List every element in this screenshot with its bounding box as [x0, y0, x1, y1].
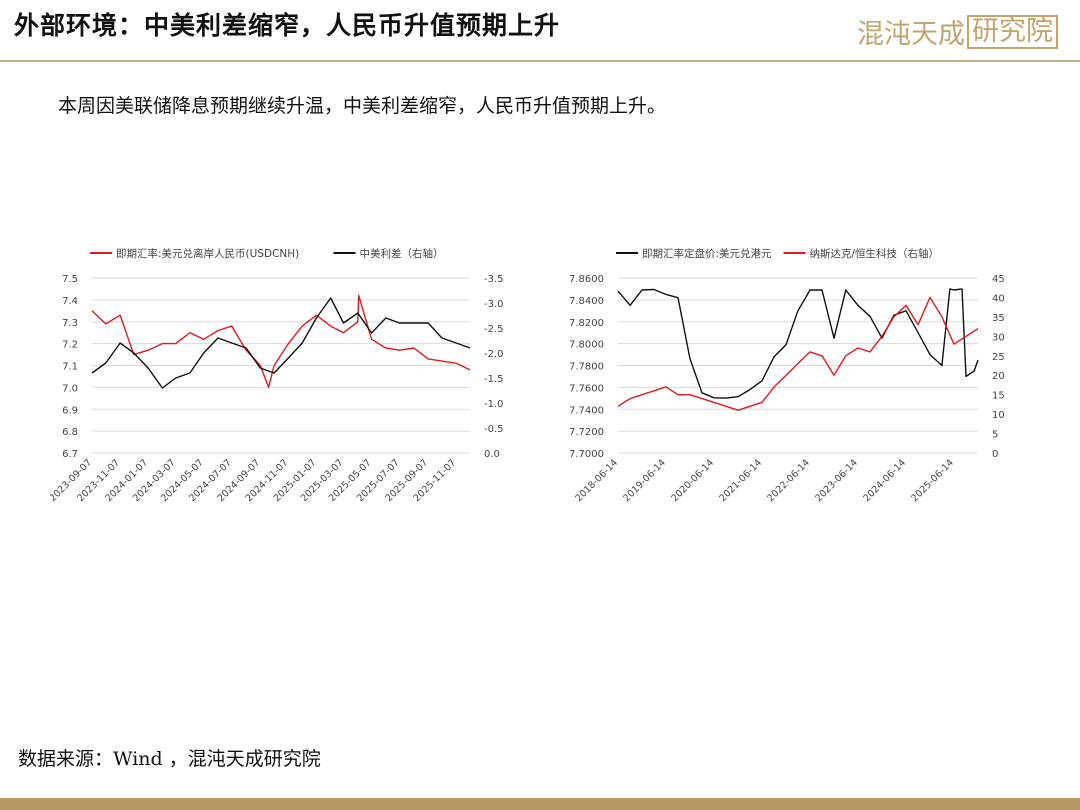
legend-label: 纳斯达克/恒生科技（右轴）: [810, 247, 940, 260]
y-left-tick-label: 7.7000: [570, 449, 604, 460]
y-left-tick-label: 6.7: [62, 449, 78, 460]
y-left-tick-label: 7.7400: [570, 405, 604, 416]
y-left-tick-label: 7.1: [62, 362, 78, 373]
y-right-tick-label: -3.5: [484, 274, 504, 285]
y-left-tick-label: 7.2: [62, 340, 78, 351]
y-left-tick-label: 7.8000: [570, 340, 604, 351]
footer-bar: [0, 798, 1080, 810]
page-title: 外部环境：中美利差缩窄，人民币升值预期上升: [14, 11, 561, 40]
x-tick-label: 2023-06-14: [813, 457, 860, 504]
y-left-tick-label: 6.9: [62, 405, 78, 416]
legend-label: 即期汇率定盘价:美元兑港元: [642, 247, 772, 260]
y-left-tick-label: 7.7600: [570, 383, 604, 394]
data-source: 数据来源：Wind ，混沌天成研究院: [18, 748, 321, 770]
x-tick-label: 2019-06-14: [621, 457, 668, 504]
chart-usdhkd-svg: 7.7000 7.7200 7.7400 7.7600 7.7800 7.8000 7.82…: [569, 247, 1005, 504]
y-right-tick-label: -0.5: [484, 424, 504, 435]
y-right-tick-label: 5: [992, 430, 998, 441]
y-right-tick-label: 25: [992, 352, 1005, 363]
y-right-tick-label: -3.0: [484, 299, 504, 310]
y-right-tick-label: 10: [992, 410, 1005, 421]
x-tick-label: 2024-06-14: [861, 457, 908, 504]
y-right-tick-label: -1.5: [484, 374, 504, 385]
x-tick-label: 2020-06-14: [669, 457, 716, 504]
chart-usdcnh-svg: 6.7 6.8 6.9 7.0 7.1 7.2 7.3 7.4 7.5 0.0 -0.5 -1.0 -1…: [47, 247, 504, 504]
y-right-tick-label: 45: [992, 274, 1005, 285]
y-right-tick-label: 15: [992, 391, 1005, 402]
y-right-tick-label: 30: [992, 332, 1005, 343]
y-right-tick-label: -1.0: [484, 399, 504, 410]
y-right-tick-label: 0: [992, 449, 998, 460]
y-left-tick-label: 7.3: [62, 318, 78, 329]
legend-label: 中美利差（右轴）: [360, 247, 444, 260]
y-right-tick-label: -2.0: [484, 349, 504, 360]
logo-main-text: 混沌天成: [857, 19, 965, 50]
y-left-tick-label: 7.0: [62, 383, 78, 394]
y-left-tick-label: 7.8600: [570, 274, 604, 285]
y-left-tick-label: 7.8400: [570, 296, 604, 307]
x-tick-label: 2025-06-14: [909, 457, 956, 504]
y-left-tick-label: 7.4: [62, 296, 78, 307]
summary-text: 本周因美联储降息预期继续升温，中美利差缩窄，人民币升值预期上升。: [58, 95, 667, 117]
series-line: [91, 294, 471, 389]
brand-logo: 混沌天成 研究院: [857, 12, 1058, 51]
y-right-tick-label: 20: [992, 371, 1005, 382]
series-line: [617, 296, 979, 411]
y-right-tick-label: 40: [992, 293, 1005, 304]
y-left-tick-label: 7.8200: [570, 318, 604, 329]
series-line: [91, 297, 471, 389]
x-tick-label: 2018-06-14: [573, 457, 620, 504]
y-right-tick-label: 35: [992, 313, 1005, 324]
y-left-tick-label: 7.5: [62, 274, 78, 285]
x-tick-label: 2021-06-14: [717, 457, 764, 504]
y-right-tick-label: -2.5: [484, 324, 504, 335]
header-divider: [0, 60, 1080, 62]
y-left-tick-label: 7.7800: [570, 362, 604, 373]
chart-usdhkd-nasdaq-hstech: 7.7000 7.7200 7.7400 7.7600 7.7800 7.8000 7.82…: [569, 240, 1030, 520]
y-right-tick-label: 0.0: [484, 449, 500, 460]
chart-usdcnh-spread: 6.7 6.8 6.9 7.0 7.1 7.2 7.3 7.4 7.5 0.0 -0.5 -1.0 -1…: [47, 240, 510, 520]
logo-box-text: 研究院: [967, 14, 1058, 49]
y-left-tick-label: 7.7200: [570, 427, 604, 438]
y-left-tick-label: 6.8: [62, 427, 78, 438]
x-tick-label: 2022-06-14: [765, 457, 812, 504]
legend-label: 即期汇率:美元兑离岸人民币(USDCNH): [116, 247, 299, 260]
